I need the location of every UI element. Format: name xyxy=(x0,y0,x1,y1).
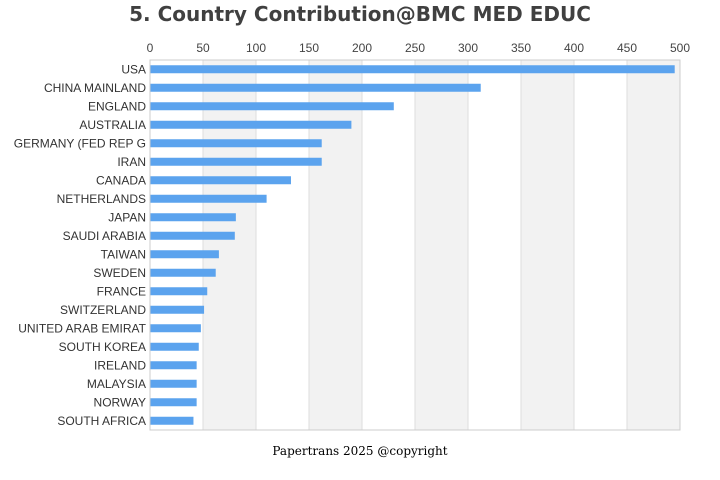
category-label: TAIWAN xyxy=(101,247,146,261)
bar xyxy=(150,102,394,111)
bar xyxy=(150,83,481,92)
background-band xyxy=(309,60,362,430)
bar xyxy=(150,416,194,425)
bar xyxy=(150,194,267,203)
x-tick-label: 250 xyxy=(405,41,425,55)
category-label: IRELAND xyxy=(94,358,146,372)
category-label: IRAN xyxy=(117,155,146,169)
bar xyxy=(150,398,197,407)
bar xyxy=(150,342,199,351)
bar xyxy=(150,379,197,388)
category-label: CANADA xyxy=(96,173,146,187)
x-tick-label: 200 xyxy=(352,41,372,55)
bar xyxy=(150,139,322,148)
x-tick-label: 100 xyxy=(246,41,266,55)
x-tick-label: 300 xyxy=(458,41,478,55)
category-label: SAUDI ARABIA xyxy=(63,229,146,243)
x-tick-label: 400 xyxy=(564,41,584,55)
x-tick-label: 50 xyxy=(196,41,210,55)
chart-title: 5. Country Contribution@BMC MED EDUC xyxy=(129,2,591,26)
category-label: USA xyxy=(121,62,146,76)
category-label: UNITED ARAB EMIRAT xyxy=(18,321,146,335)
bar xyxy=(150,305,205,314)
x-tick-label: 350 xyxy=(511,41,531,55)
bar xyxy=(150,250,219,259)
x-tick-label: 500 xyxy=(670,41,690,55)
category-labels: USA CHINA MAINLAND ENGLAND AUSTRALIA GERMANY… xyxy=(14,62,147,428)
category-label: JAPAN xyxy=(108,210,146,224)
category-label: AUSTRALIA xyxy=(79,118,146,132)
category-label: SOUTH KOREA xyxy=(59,340,146,354)
bar xyxy=(150,231,235,240)
bar xyxy=(150,120,352,129)
bar xyxy=(150,324,201,333)
bar xyxy=(150,157,322,166)
category-label: SWEDEN xyxy=(93,266,146,280)
category-label: SOUTH AFRICA xyxy=(57,414,146,428)
category-label: NETHERLANDS xyxy=(57,192,146,206)
bar xyxy=(150,268,216,277)
bar xyxy=(150,65,675,74)
background-band xyxy=(415,60,468,430)
category-label: FRANCE xyxy=(97,284,146,298)
plot-border xyxy=(149,59,681,431)
bar xyxy=(150,287,208,296)
x-tick-label: 450 xyxy=(617,41,637,55)
footer-copyright: Papertrans 2025 @copyright xyxy=(272,444,448,458)
category-label: SWITZERLAND xyxy=(60,303,146,317)
background-bands xyxy=(203,60,680,430)
category-label: CHINA MAINLAND xyxy=(44,81,146,95)
bar xyxy=(150,176,291,185)
x-tick-label: 0 xyxy=(147,41,154,55)
category-label: NORWAY xyxy=(94,395,146,409)
bars xyxy=(150,65,675,425)
category-label: GERMANY (FED REP G xyxy=(14,136,146,150)
x-axis-ticks: 0 50 100 150 200 250 300 350 400 450 500 xyxy=(147,41,691,55)
bar xyxy=(150,361,197,370)
background-band xyxy=(521,60,574,430)
background-band xyxy=(203,60,256,430)
category-label: ENGLAND xyxy=(88,99,146,113)
background-band xyxy=(627,60,680,430)
x-tick-label: 150 xyxy=(299,41,319,55)
bar xyxy=(150,213,236,222)
category-label: MALAYSIA xyxy=(87,377,146,391)
